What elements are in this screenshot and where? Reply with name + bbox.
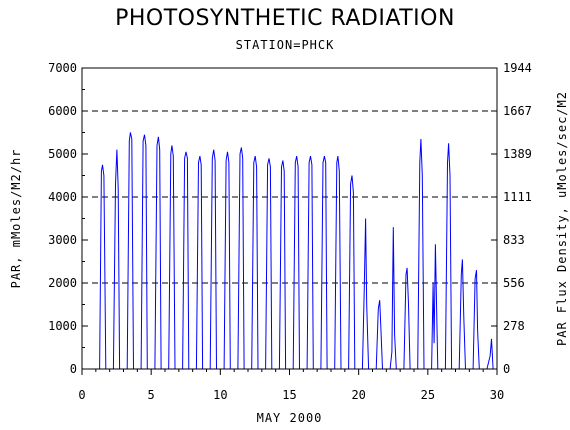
x-tick-label: 20 [351,388,365,402]
y-axis-left: 0 1000 2000 3000 4000 5000 6000 7000 [48,61,88,376]
x-tick-label: 5 [148,388,155,402]
y-tick-label: 4000 [48,190,77,204]
y-tick-label: 5000 [48,147,77,161]
y-axis-right: 0 278 556 833 1111 1389 1667 1944 [491,61,532,376]
y-tick-label: 0 [70,362,77,376]
x-tick-label: 30 [490,388,504,402]
y-right-tick-label: 833 [503,233,525,247]
y-right-tick-label: 1944 [503,61,532,75]
par-line [99,132,494,370]
x-tick-label: 10 [213,388,227,402]
y-tick-label: 1000 [48,319,77,333]
par-series [99,132,494,370]
y-right-tick-label: 1667 [503,104,532,118]
x-axis-label: MAY 2000 [257,411,323,425]
y-right-tick-label: 278 [503,319,525,333]
chart-title: PHOTOSYNTHETIC RADIATION [115,6,455,31]
y-right-tick-label: 1389 [503,147,532,161]
gridlines [82,110,497,284]
x-tick-label: 25 [421,388,435,402]
y-tick-label: 7000 [48,61,77,75]
y-axis-label-right: PAR Flux Density, uMoles/sec/M2 [555,91,569,346]
y-tick-label: 6000 [48,104,77,118]
y-right-tick-label: 0 [503,362,510,376]
y-axis-label-left: PAR, mMoles/M2/hr [9,149,23,289]
chart-subtitle: STATION=PHCK [235,38,335,52]
y-right-tick-label: 556 [503,276,525,290]
x-axis: 0 5 10 15 20 25 30 [78,369,504,402]
y-tick-label: 2000 [48,276,77,290]
x-tick-label: 0 [78,388,85,402]
x-tick-label: 15 [282,388,296,402]
y-tick-label: 3000 [48,233,77,247]
y-right-tick-label: 1111 [503,190,532,204]
